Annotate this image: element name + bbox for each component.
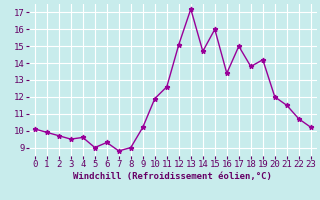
X-axis label: Windchill (Refroidissement éolien,°C): Windchill (Refroidissement éolien,°C)	[73, 172, 272, 181]
